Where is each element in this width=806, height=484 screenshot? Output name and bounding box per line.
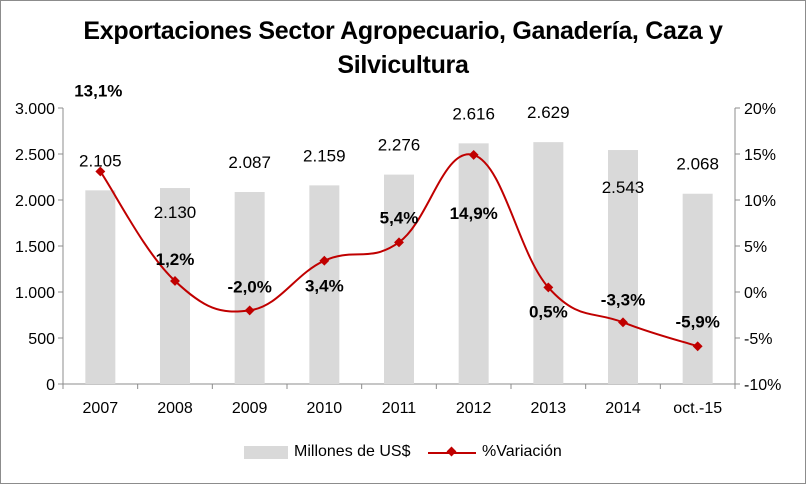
chart-title: Exportaciones Sector Agropecuario, Ganad… [0, 14, 806, 82]
legend-line-swatch [428, 446, 476, 459]
x-tick-label: 2011 [382, 400, 417, 417]
variation-value-label: 0,5% [529, 302, 568, 321]
y-right-tick-label: 0% [744, 285, 767, 302]
variation-value-label: -2,0% [227, 277, 271, 296]
y-left-tick-label: 500 [28, 331, 55, 348]
bar-value-label: 2.087 [228, 153, 271, 172]
legend-item-line: %Variación [428, 440, 562, 464]
x-tick-label: 2009 [232, 400, 268, 417]
variation-point [543, 282, 554, 293]
y-left-tick-label: 3.000 [15, 101, 55, 118]
y-right-tick-label: -5% [744, 331, 772, 348]
x-tick-label: 2014 [605, 400, 641, 417]
variation-point [394, 237, 404, 248]
bar-value-label: 2.105 [79, 151, 122, 170]
bar-value-label: 2.543 [602, 178, 645, 197]
legend: Millones de US$ %Variación [0, 440, 806, 464]
bar [309, 185, 340, 384]
y-right-tick-label: -10% [744, 377, 781, 394]
y-right-tick-label: 20% [744, 101, 776, 118]
bar-value-label: 2.616 [452, 104, 495, 123]
bar [160, 188, 190, 384]
x-tick-label: 2007 [83, 400, 119, 417]
variation-value-label: 14,9% [450, 204, 498, 223]
bar-value-label: 2.159 [303, 146, 346, 165]
y-left-tick-label: 0 [46, 377, 55, 394]
bar-value-label: 2.130 [154, 203, 197, 222]
x-tick-label: 2012 [456, 400, 492, 417]
bar [608, 150, 638, 384]
bar-value-label: 2.629 [527, 103, 570, 122]
y-right-tick-label: 5% [744, 239, 767, 256]
variation-value-label: -3,3% [601, 290, 645, 309]
chart-title-line-2: Silvicultura [337, 51, 469, 79]
x-tick-label: 2008 [157, 400, 193, 417]
bar-value-label: 2.068 [676, 155, 719, 174]
bar [234, 191, 265, 384]
legend-label-bars: Millones de US$ [294, 443, 411, 460]
variation-point [170, 276, 180, 286]
variation-point [692, 341, 703, 352]
variation-point [468, 149, 479, 160]
bar [533, 142, 564, 384]
bar [384, 174, 414, 384]
x-tick-label: 2013 [531, 400, 567, 417]
bar-value-label: 2.276 [378, 136, 421, 155]
legend-item-bars: Millones de US$ [244, 440, 411, 464]
y-left-tick-label: 2.000 [15, 193, 55, 210]
bar [85, 190, 116, 384]
y-right-tick-label: 15% [744, 147, 776, 164]
variation-point [319, 255, 330, 266]
variation-line [99, 153, 698, 348]
variation-point [95, 166, 106, 177]
x-tick-label: oct.-15 [673, 400, 722, 417]
y-left-tick-label: 1.000 [15, 285, 55, 302]
bar [682, 193, 713, 384]
y-right-tick-label: 10% [744, 193, 776, 210]
variation-value-label: 13,1% [74, 81, 122, 100]
bar [458, 143, 489, 384]
variation-value-label: 3,4% [305, 277, 344, 296]
variation-value-label: 5,4% [380, 208, 419, 227]
variation-value-label: 1,2% [156, 250, 195, 269]
legend-bar-swatch [244, 445, 288, 459]
variation-point [244, 305, 255, 316]
y-left-tick-label: 2.500 [15, 147, 55, 164]
chart-title-line-1: Exportaciones Sector Agropecuario, Ganad… [83, 17, 723, 45]
variation-value-label: -5,9% [675, 312, 719, 331]
legend-label-line: %Variación [482, 443, 562, 460]
x-tick-label: 2010 [307, 400, 343, 417]
variation-point [618, 317, 628, 328]
y-left-tick-label: 1.500 [15, 239, 55, 256]
